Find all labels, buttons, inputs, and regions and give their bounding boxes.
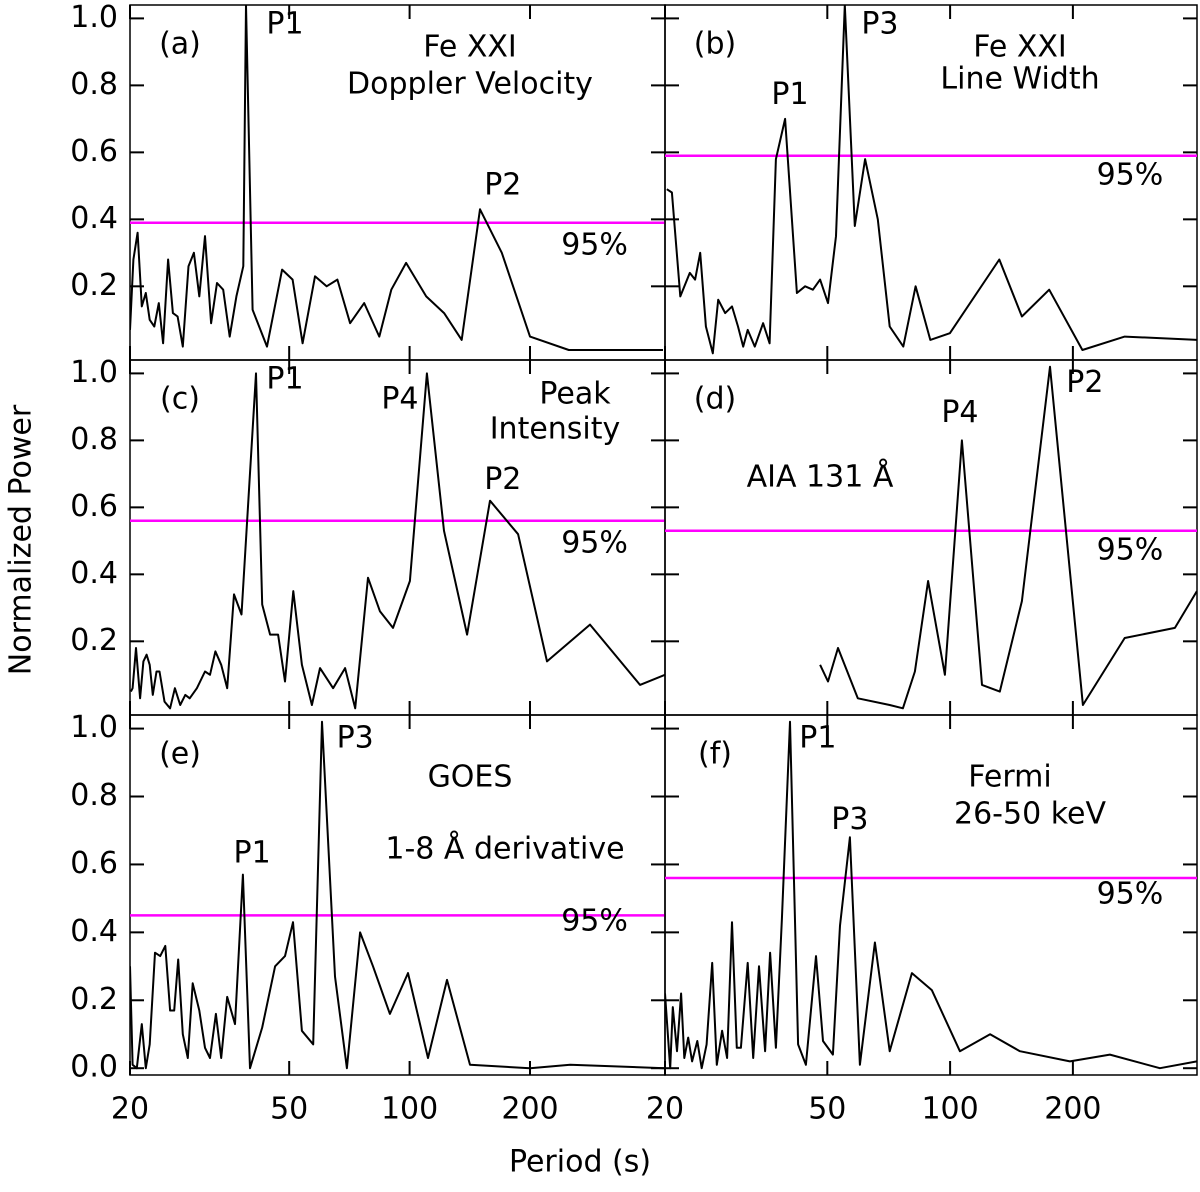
power-line xyxy=(130,720,665,1070)
annotation: P1 xyxy=(234,836,271,871)
panel-title: Intensity xyxy=(490,412,621,447)
annotation: P1 xyxy=(771,77,808,112)
y-tick-label: 1.0 xyxy=(70,710,118,745)
annotation: P3 xyxy=(337,720,374,755)
annotation: P3 xyxy=(861,7,898,42)
y-tick-label: 0.0 xyxy=(70,1050,118,1085)
y-tick-label: 1.0 xyxy=(70,0,118,35)
panel-title: Doppler Velocity xyxy=(347,67,593,102)
x-tick-label: 100 xyxy=(921,1092,978,1127)
annotation: P4 xyxy=(381,382,418,417)
y-tick-label: 0.6 xyxy=(70,489,118,524)
y-axis-label: Normalized Power xyxy=(4,404,39,675)
power-line xyxy=(665,720,1197,1070)
y-tick-label: 0.4 xyxy=(70,201,118,236)
y-tick-label: 0.8 xyxy=(70,67,118,102)
annotation: 95% xyxy=(1097,157,1164,192)
annotation: P2 xyxy=(484,462,521,497)
annotation: P1 xyxy=(799,720,836,755)
y-tick-label: 0.6 xyxy=(70,134,118,169)
annotation: 95% xyxy=(1097,532,1164,567)
panel-title: Fermi xyxy=(968,760,1051,795)
panel-label: (d) xyxy=(694,382,736,417)
x-axis-label: Period (s) xyxy=(509,1145,651,1180)
panel-title: Fe XXI xyxy=(423,30,517,65)
y-tick-label: 0.4 xyxy=(70,556,118,591)
panel-label: (a) xyxy=(159,27,201,62)
annotation: P2 xyxy=(1066,365,1103,400)
y-tick-label: 0.4 xyxy=(70,914,118,949)
y-tick-label: 0.2 xyxy=(70,982,118,1017)
power-line xyxy=(130,372,665,710)
annotation: P3 xyxy=(831,802,868,837)
y-tick-label: 0.2 xyxy=(70,623,118,658)
y-tick-label: 1.0 xyxy=(70,355,118,390)
annotation: 95% xyxy=(561,904,628,939)
x-tick-label: 50 xyxy=(270,1092,308,1127)
power-line xyxy=(130,5,663,351)
x-tick-label: 200 xyxy=(1044,1092,1101,1127)
x-tick-label: 50 xyxy=(808,1092,846,1127)
annotation: P1 xyxy=(266,362,303,397)
panel-title: Line Width xyxy=(940,62,1099,97)
panel-title: GOES xyxy=(428,760,513,795)
panel-label: (b) xyxy=(694,27,736,62)
panel-frame xyxy=(664,714,1198,1076)
annotation: 95% xyxy=(561,526,628,561)
panel-title: 1-8 Å derivative xyxy=(385,831,624,867)
annotation: P2 xyxy=(484,167,521,202)
panel-frame xyxy=(129,714,666,1076)
x-tick-label: 100 xyxy=(381,1092,438,1127)
panel-label: (e) xyxy=(159,737,201,772)
annotation: P1 xyxy=(266,7,303,42)
y-tick-label: 0.2 xyxy=(70,268,118,303)
power-line xyxy=(819,365,1197,710)
panel-label: (f) xyxy=(698,737,732,772)
panel-title: Fe XXI xyxy=(973,30,1067,65)
y-tick-label: 0.8 xyxy=(70,778,118,813)
annotation: 95% xyxy=(1097,877,1164,912)
annotation: P4 xyxy=(941,395,978,430)
panel-label: (c) xyxy=(160,382,200,417)
panel-title: AIA 131 Å xyxy=(747,459,894,495)
x-tick-label: 20 xyxy=(111,1092,149,1127)
annotation: 95% xyxy=(561,228,628,263)
power-line xyxy=(666,5,1197,355)
x-tick-label: 20 xyxy=(646,1092,684,1127)
panel-title: Peak xyxy=(539,377,611,412)
y-tick-label: 0.8 xyxy=(70,422,118,457)
x-tick-label: 200 xyxy=(501,1092,558,1127)
panel-title: 26-50 keV xyxy=(954,797,1106,832)
y-tick-label: 0.6 xyxy=(70,846,118,881)
